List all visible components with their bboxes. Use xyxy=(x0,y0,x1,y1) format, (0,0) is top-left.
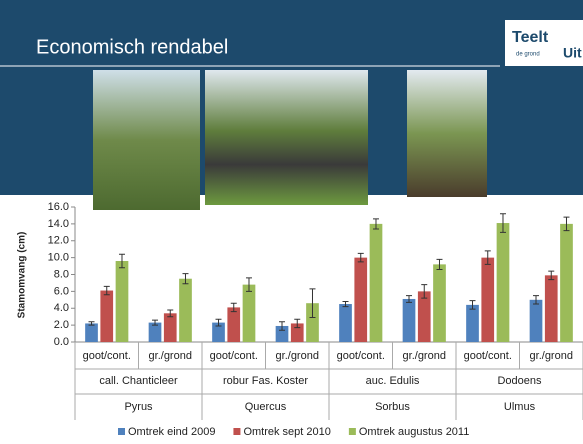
error-bar xyxy=(499,213,506,233)
photo xyxy=(205,70,368,205)
bar xyxy=(212,322,225,342)
legend-label: Omtrek sept 2010 xyxy=(243,426,330,438)
bar xyxy=(496,223,510,342)
bar xyxy=(417,291,431,342)
bar xyxy=(100,290,114,342)
error-bar xyxy=(421,284,428,299)
bar xyxy=(227,307,241,342)
bar xyxy=(85,323,98,342)
y-tick-label: 2.0 xyxy=(54,319,69,331)
logo-sub: de grond xyxy=(516,52,540,58)
y-tick-label: 4.0 xyxy=(54,302,69,314)
error-bar xyxy=(342,301,349,308)
bar xyxy=(529,299,543,342)
bar xyxy=(290,323,304,342)
error-bar xyxy=(563,216,570,232)
legend-swatch xyxy=(348,428,356,435)
bar xyxy=(433,264,446,342)
logo-box xyxy=(505,20,583,66)
y-tick-label: 10.0 xyxy=(48,252,69,264)
error-bar xyxy=(103,285,110,296)
bar xyxy=(544,275,558,342)
genus-label: Quercus xyxy=(245,401,287,413)
bar xyxy=(466,304,479,342)
y-tick-label: 14.0 xyxy=(48,218,69,230)
y-tick-label: 0.0 xyxy=(54,336,69,348)
error-bar xyxy=(294,318,301,329)
y-axis-title: Stamomvang (cm) xyxy=(17,232,28,319)
bar xyxy=(115,261,129,342)
error-bar xyxy=(533,295,540,305)
legend-swatch xyxy=(118,428,125,435)
bar xyxy=(179,278,192,342)
error-bar xyxy=(182,273,189,285)
x-tick-label: gr./grond xyxy=(530,350,573,362)
error-bar xyxy=(88,321,95,326)
legend-label: Omtrek augustus 2011 xyxy=(359,426,469,438)
bar xyxy=(275,325,289,342)
error-bar xyxy=(230,302,237,313)
group-label: Dodoens xyxy=(497,375,542,387)
bar xyxy=(148,322,162,342)
group-label: call. Chanticleer xyxy=(99,375,178,387)
error-bar xyxy=(484,250,491,265)
bar xyxy=(560,223,573,342)
error-bar xyxy=(357,252,364,263)
logo-word: Uit xyxy=(563,45,582,61)
bar xyxy=(242,284,256,342)
bar xyxy=(481,257,495,342)
error-bar xyxy=(372,218,379,230)
error-bar xyxy=(245,277,252,292)
bar xyxy=(369,223,383,342)
error-bar xyxy=(469,300,476,310)
bar xyxy=(402,298,416,342)
logo-word: Teelt xyxy=(512,29,549,46)
bar xyxy=(306,303,319,342)
x-tick-label: goot/cont. xyxy=(83,350,131,362)
bar xyxy=(163,313,177,342)
y-tick-label: 6.0 xyxy=(54,285,69,297)
error-bar xyxy=(215,318,222,327)
bar xyxy=(354,257,368,342)
bar xyxy=(339,304,352,342)
error-bar xyxy=(406,295,413,303)
x-tick-label: gr./grond xyxy=(149,350,192,362)
x-tick-label: goot/cont. xyxy=(464,350,512,362)
error-bar xyxy=(118,253,125,269)
genus-label: Sorbus xyxy=(375,401,410,413)
x-tick-label: gr./grond xyxy=(403,350,446,362)
group-label: auc. Edulis xyxy=(366,375,420,387)
x-tick-label: gr./grond xyxy=(276,350,319,362)
error-bar xyxy=(279,321,286,331)
error-bar xyxy=(152,319,159,326)
error-bar xyxy=(548,270,555,281)
group-label: robur Fas. Koster xyxy=(223,375,308,387)
y-tick-label: 8.0 xyxy=(54,268,69,280)
error-bar xyxy=(309,288,316,319)
x-tick-label: goot/cont. xyxy=(337,350,385,362)
legend-swatch xyxy=(233,428,241,435)
y-tick-label: 16.0 xyxy=(48,201,69,213)
error-bar xyxy=(436,258,443,270)
photo xyxy=(407,70,487,197)
y-tick-label: 12.0 xyxy=(48,235,69,247)
photo xyxy=(93,70,200,210)
chart: 0.0 2.0 4.0 6.0 8.0 10.0 12.0 14.0 16.0 goot/cont… xyxy=(48,201,583,438)
error-bar xyxy=(167,309,174,318)
x-tick-label: goot/cont. xyxy=(210,350,258,362)
genus-label: Pyrus xyxy=(124,401,153,413)
slide-title: Economisch rendabel xyxy=(36,36,228,58)
legend-label: Omtrek eind 2009 xyxy=(128,426,215,438)
genus-label: Ulmus xyxy=(504,401,536,413)
